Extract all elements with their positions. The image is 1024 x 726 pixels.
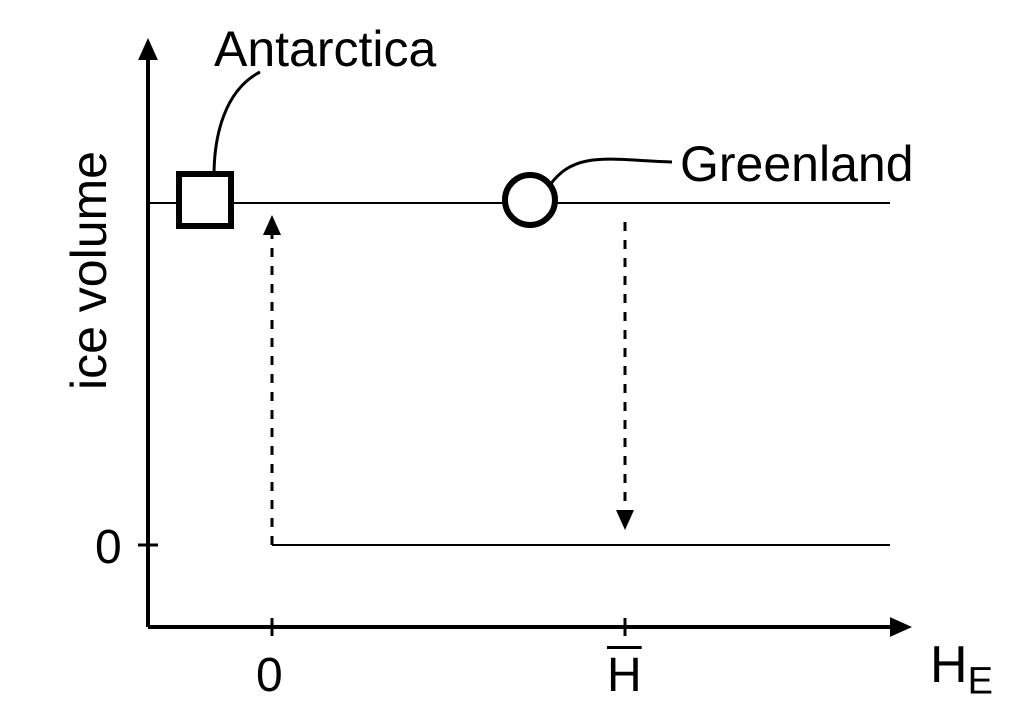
label-x-axis: HE <box>930 635 993 703</box>
hbar-letter: H <box>607 649 642 702</box>
label-antarctica: Antarctica <box>214 20 436 78</box>
x-axis-sub: E <box>968 660 993 702</box>
label-y-zero: 0 <box>95 520 122 575</box>
x-axis-letter: H <box>930 636 968 694</box>
label-x-zero: 0 <box>256 648 283 703</box>
diagram-stage: Antarctica Greenland ice volume 0 0 H HE <box>0 0 1024 726</box>
label-greenland: Greenland <box>680 135 914 193</box>
label-y-axis: ice volume <box>60 151 118 390</box>
label-x-hbar: H <box>607 648 642 703</box>
diagram-svg <box>0 0 1024 726</box>
